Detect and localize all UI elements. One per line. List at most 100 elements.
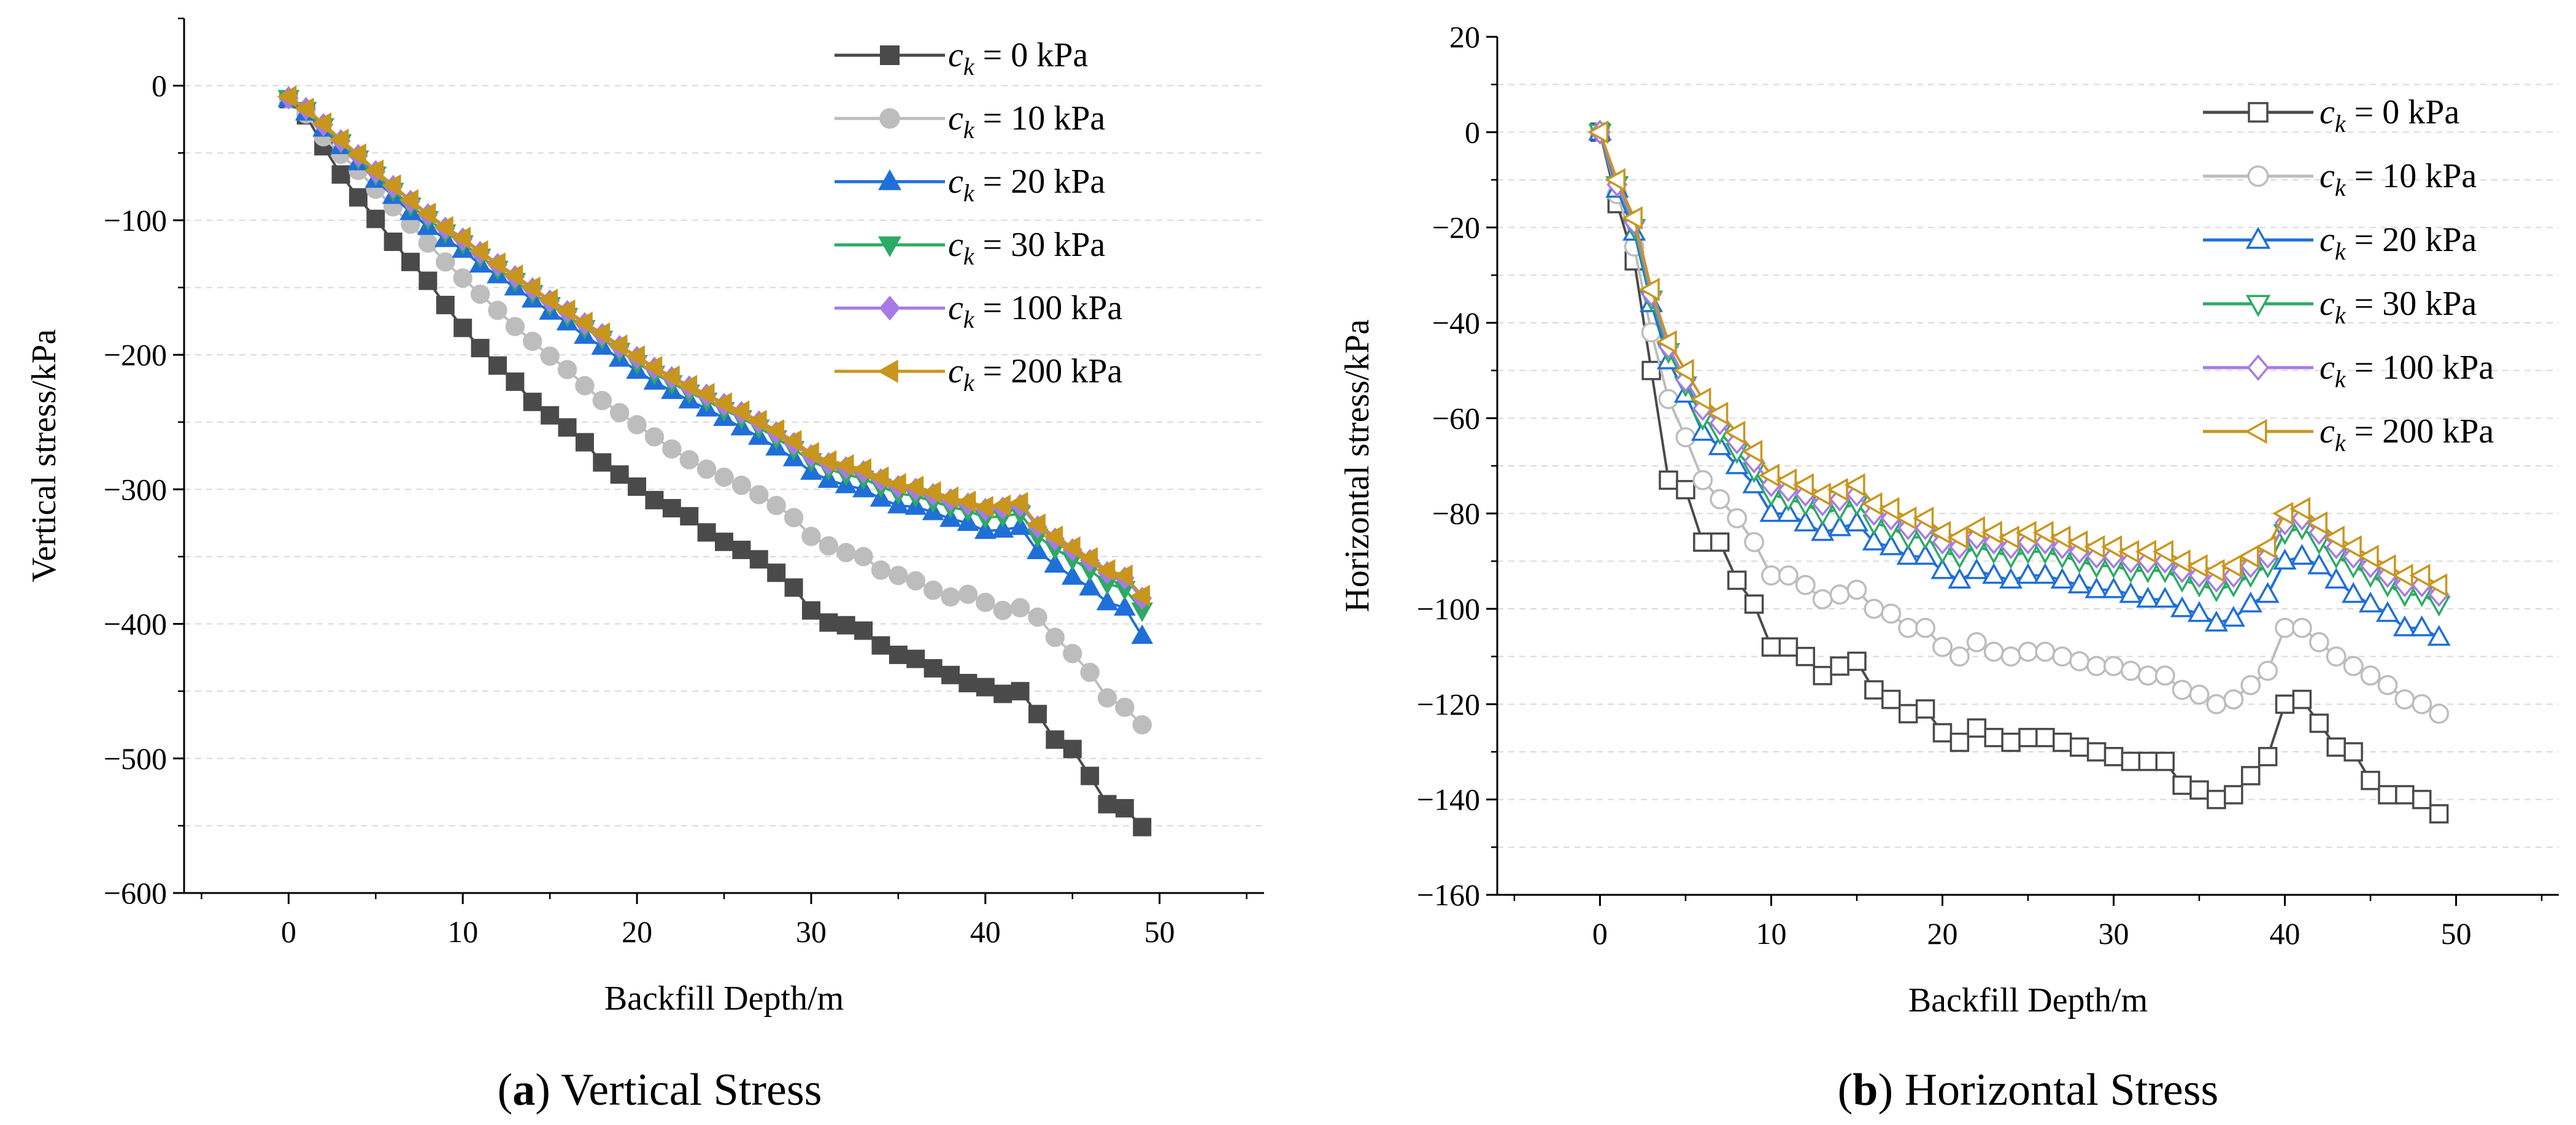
data-point: [939, 486, 958, 509]
legend-suffix: = 10 kPa: [974, 99, 1106, 137]
data-point: [2272, 501, 2294, 525]
data-point: [1080, 662, 1100, 682]
data-point: [2189, 684, 2210, 705]
data-point: [1130, 584, 1151, 607]
data-point: [366, 209, 385, 228]
data-point: [2084, 577, 2108, 598]
y-tick-label: −120: [1417, 687, 1480, 721]
data-point: [384, 232, 403, 251]
caption-title: Vertical Stress: [550, 1065, 822, 1115]
legend-label: ck = 200 kPa: [2320, 412, 2494, 457]
legend-symbol: c: [948, 352, 963, 390]
data-point: [834, 454, 854, 476]
legend-marker: [879, 108, 900, 129]
legend-symbol: c: [2320, 221, 2335, 259]
legend-item: ck = 200 kPa: [2203, 412, 2494, 457]
data-point: [1115, 697, 1135, 717]
data-point: [1964, 516, 1985, 540]
data-point: [1009, 515, 1032, 535]
series-square: [1590, 122, 2449, 824]
legend-label: ck = 10 kPa: [2320, 157, 2477, 201]
data-point: [644, 427, 665, 447]
x-tick-label: 0: [1592, 916, 1608, 951]
data-point: [1132, 715, 1152, 735]
data-point: [1761, 565, 1781, 586]
data-point: [592, 390, 612, 411]
data-point: [2340, 535, 2362, 559]
data-point: [1026, 513, 1046, 536]
x-tick-label: 20: [1927, 916, 1957, 951]
data-point: [817, 450, 837, 473]
data-point: [731, 476, 752, 495]
data-point: [2426, 573, 2448, 597]
data-point: [436, 252, 455, 272]
data-point: [1028, 607, 1047, 627]
data-point: [871, 560, 891, 580]
y-tick-label: −400: [104, 607, 167, 641]
data-point: [1095, 559, 1116, 581]
data-point: [1078, 547, 1098, 569]
data-point: [1676, 480, 1695, 500]
legend-subscript: k: [2335, 110, 2347, 137]
data-point: [852, 458, 871, 481]
data-point: [1046, 730, 1065, 749]
legend-symbol: c: [948, 99, 963, 137]
data-point: [904, 476, 924, 498]
data-point: [1998, 525, 2019, 549]
legend-subscript: k: [2335, 365, 2347, 393]
data-point: [2069, 651, 2090, 671]
data-point: [2206, 694, 2227, 714]
data-point: [1829, 584, 1850, 605]
data-point: [331, 165, 350, 184]
data-point: [1028, 705, 1047, 724]
data-point: [680, 507, 699, 526]
data-point: [1725, 453, 1749, 474]
data-point: [993, 684, 1012, 703]
caption-paren-close: ): [1878, 1065, 1893, 1115]
data-point: [2035, 727, 2055, 748]
data-point: [1759, 501, 1783, 522]
data-point: [1967, 718, 1987, 738]
data-point: [2306, 511, 2328, 535]
series-triangle-left: [277, 85, 1151, 607]
data-point: [2307, 553, 2331, 574]
data-point: [2001, 732, 2021, 752]
data-point: [1913, 506, 1934, 530]
data-point: [2101, 535, 2123, 559]
legend-marker: [877, 360, 898, 383]
data-point: [575, 433, 594, 452]
data-point: [2240, 675, 2261, 695]
legend-label: ck = 100 kPa: [948, 289, 1122, 333]
data-point: [1043, 525, 1063, 547]
data-point: [2360, 665, 2381, 686]
data-point: [854, 547, 873, 566]
legend-item: ck = 10 kPa: [835, 99, 1105, 144]
data-point: [2050, 525, 2071, 549]
data-point: [1847, 651, 1867, 671]
data-point: [453, 268, 472, 288]
data-point: [767, 563, 786, 582]
data-point: [451, 226, 471, 249]
data-point: [2223, 689, 2244, 710]
data-point: [2427, 625, 2451, 646]
data-point: [2289, 497, 2311, 520]
data-point: [523, 392, 542, 411]
data-point: [607, 334, 628, 357]
data-point: [2224, 785, 2243, 805]
data-point: [1930, 558, 1954, 579]
legend-subscript: k: [963, 306, 975, 333]
legend-item: ck = 10 kPa: [2203, 157, 2477, 201]
data-point: [1844, 473, 1865, 497]
figure-caption: (a) Vertical Stress: [498, 1065, 822, 1115]
legend-suffix: = 30 kPa: [974, 226, 1106, 264]
data-point: [2275, 694, 2295, 714]
data-point: [1587, 120, 1609, 144]
data-point: [1759, 463, 1780, 487]
data-point: [1966, 632, 1987, 652]
data-point: [714, 467, 734, 487]
data-point: [871, 636, 890, 655]
data-point: [1659, 470, 1678, 490]
caption-paren-open: (: [1838, 1065, 1853, 1115]
data-point: [1932, 723, 1953, 743]
data-point: [418, 271, 438, 290]
